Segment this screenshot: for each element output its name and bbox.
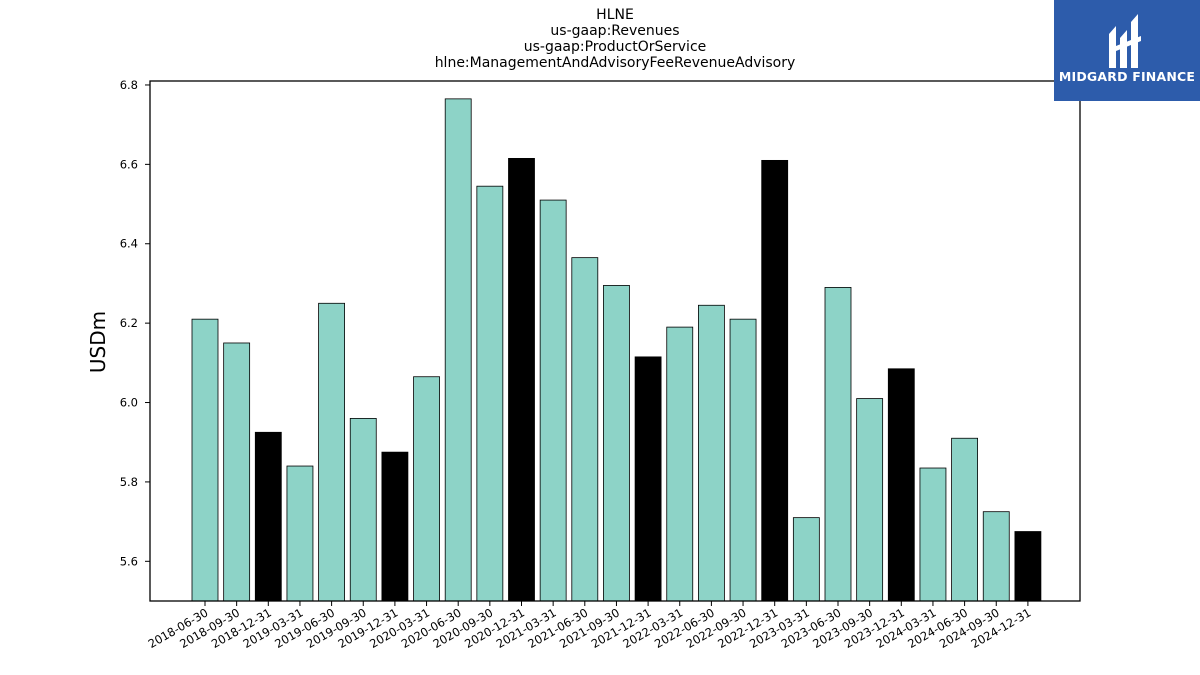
y-tick-label: 5.6 — [120, 554, 138, 568]
bar-2020-12-31 — [508, 157, 535, 602]
bar-2024-06-30 — [951, 437, 978, 602]
midgard-finance-logo: MIDGARD FINANCE — [1054, 0, 1200, 101]
x-axis: 2018-06-302018-09-302018-12-312019-03-31… — [146, 601, 1033, 651]
bars-group — [191, 98, 1042, 602]
bar-2023-09-30 — [856, 398, 884, 602]
bar-2021-03-31 — [539, 199, 567, 602]
bar-2022-12-31 — [761, 159, 789, 602]
bar-2023-06-30 — [824, 287, 852, 602]
y-tick-label: 6.4 — [120, 237, 138, 251]
bar-2022-03-31 — [666, 326, 694, 602]
bar-2022-09-30 — [729, 318, 757, 602]
bar-2020-03-31 — [413, 376, 440, 602]
y-tick-label: 6.0 — [120, 396, 138, 410]
bar-2021-12-31 — [634, 356, 662, 602]
bar-2019-06-30 — [318, 302, 346, 602]
chart-title-line-1: HLNE — [596, 7, 634, 23]
y-axis-label: USDm — [86, 311, 110, 373]
bar-2021-06-30 — [571, 257, 599, 602]
logo-mark-icon — [1109, 14, 1141, 68]
bar-2019-09-30 — [349, 417, 377, 602]
bar-2024-09-30 — [982, 511, 1010, 602]
bar-2018-12-31 — [254, 431, 282, 602]
bar-2018-06-30 — [191, 318, 219, 602]
y-tick-label: 5.8 — [120, 475, 138, 489]
bar-2021-09-30 — [603, 285, 630, 602]
chart-title-line-4: hlne:ManagementAndAdvisoryFeeRevenueAdvi… — [434, 55, 796, 71]
bar-2020-09-30 — [476, 185, 504, 602]
bar-2024-03-31 — [919, 467, 947, 602]
chart-title-line-3: us-gaap:ProductOrService — [523, 39, 707, 55]
chart-title-line-2: us-gaap:Revenues — [550, 23, 680, 39]
bar-2019-12-31 — [381, 451, 409, 602]
bar-2023-03-31 — [792, 517, 820, 602]
logo-text: MIDGARD FINANCE — [1058, 69, 1196, 84]
bar-2019-03-31 — [286, 465, 314, 602]
bar-2023-12-31 — [887, 368, 915, 602]
y-tick-label: 6.8 — [120, 78, 138, 92]
y-axis: 5.6 5.8 6.0 6.2 6.4 6.6 6.8 — [120, 78, 150, 568]
plot-frame — [149, 80, 1081, 602]
bar-2024-12-31 — [1014, 531, 1042, 602]
bar-2018-09-30 — [223, 342, 251, 602]
bar-2022-06-30 — [698, 304, 725, 602]
y-tick-label: 6.6 — [120, 157, 138, 171]
y-tick-label: 6.2 — [120, 316, 138, 330]
bar-2020-06-30 — [444, 98, 472, 602]
